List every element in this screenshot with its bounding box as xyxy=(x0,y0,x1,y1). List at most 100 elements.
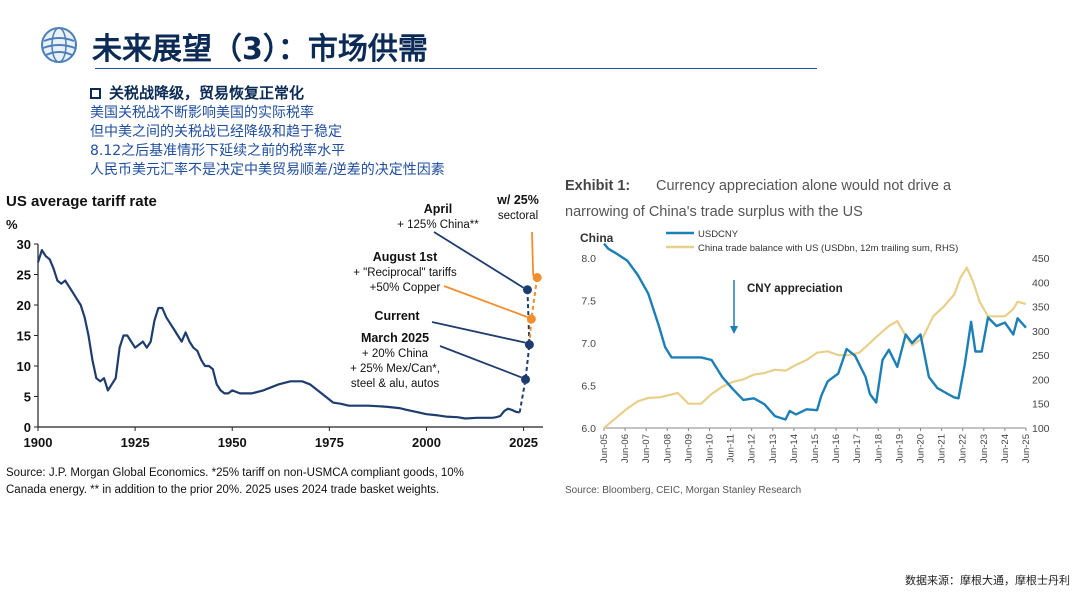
cny-x-tick-label: Jun-19 xyxy=(894,434,905,463)
cny-x-tick-label: Jun-24 xyxy=(1000,434,1011,463)
tariff-x-tick-label: 1975 xyxy=(315,435,344,450)
cny-y-left-tick: 6.5 xyxy=(581,381,596,393)
tariff-y-tick-label: 10 xyxy=(17,359,31,374)
tariff-x-tick-label: 2025 xyxy=(509,435,538,450)
cny-x-tick-label: Jun-05 xyxy=(599,434,610,463)
cny-chart-svg: Exhibit 1: Currency appreciation alone w… xyxy=(565,178,1050,496)
globe-logo-icon xyxy=(41,27,77,63)
tariff-projection-point xyxy=(532,273,542,283)
tariff-annotation-arrow xyxy=(433,231,524,289)
tariff-y-tick-label: 20 xyxy=(17,298,31,313)
trade-balance-line xyxy=(603,266,1027,429)
tariff-footnote-line: Source: J.P. Morgan Global Economics. *2… xyxy=(6,467,464,479)
cny-source: Source: Bloomberg, CEIC, Morgan Stanley … xyxy=(565,485,801,496)
exhibit-label: Exhibit 1: xyxy=(565,178,630,194)
tariff-annotation-text: + 20% China xyxy=(362,348,429,360)
bullet-line: 人民币美元汇率不是决定中美贸易顺差/逆差的决定性因素 xyxy=(90,162,445,178)
tariff-y-tick-label: 15 xyxy=(17,329,31,344)
tariff-annotation-text: + "Reciprocal" tariffs xyxy=(353,267,457,279)
usdcny-line xyxy=(603,242,1027,421)
tariff-chart-svg: US average tariff rate % 051015202530190… xyxy=(6,193,543,496)
cny-y-right-tick: 400 xyxy=(1032,277,1050,289)
cny-x-tick-label: Jun-16 xyxy=(831,434,842,463)
tariff-projection-dashed-orange xyxy=(528,277,539,345)
cny-x-tick-label: Jun-20 xyxy=(916,434,927,463)
tariff-annotation-text: March 2025 xyxy=(361,331,429,345)
cny-y-left-tick: 7.5 xyxy=(581,296,596,308)
bullet-line: 8.12之后基准情形下延续之前的税率水平 xyxy=(90,143,346,159)
tariff-projection-point xyxy=(524,340,534,350)
cny-x-tick-label: Jun-06 xyxy=(620,434,631,463)
tariff-annotation-text: August 1st xyxy=(373,250,438,264)
cny-x-tick-label: Jun-18 xyxy=(873,434,884,463)
exhibit-title-line: narrowing of China's trade surplus with … xyxy=(565,204,863,220)
cny-trade-chart: Exhibit 1: Currency appreciation alone w… xyxy=(560,170,1080,500)
cny-annotation: CNY appreciation xyxy=(747,283,843,295)
tariff-annotation-text: w/ 25% xyxy=(496,193,539,207)
legend-usdcny-label: USDCNY xyxy=(698,229,739,240)
cny-y-right-tick: 150 xyxy=(1032,399,1050,411)
page-title: 未来展望（3）：市场供需 xyxy=(92,32,428,67)
cny-x-tick-label: Jun-13 xyxy=(768,434,779,463)
tariff-y-tick-label: 25 xyxy=(17,268,31,283)
tariff-x-tick-label: 1900 xyxy=(24,435,53,450)
title-divider xyxy=(95,68,817,69)
cny-x-tick-label: Jun-07 xyxy=(641,434,652,463)
tariff-annotation-arrow xyxy=(443,285,528,318)
tariff-annotation-text: April xyxy=(424,202,452,216)
tariff-footnote-line: Canada energy. ** in addition to the pri… xyxy=(6,484,439,496)
bullet-line: 美国关税战不断影响美国的实际税率 xyxy=(90,105,314,121)
panel-label: China xyxy=(580,231,614,245)
tariff-y-tick-label: 30 xyxy=(17,237,31,252)
tariff-x-tick-label: 1950 xyxy=(218,435,247,450)
cny-x-tick-label: Jun-22 xyxy=(958,434,969,463)
cny-x-tick-label: Jun-08 xyxy=(662,434,673,463)
tariff-x-tick-label: 1925 xyxy=(121,435,150,450)
tariff-y-tick-label: 5 xyxy=(24,390,31,405)
data-source-note: 数据来源：摩根大通，摩根士丹利 xyxy=(905,574,1070,587)
tariff-projection-dashed-navy xyxy=(518,289,531,413)
bullet-lines: 美国关税战不断影响美国的实际税率 但中美之间的关税战已经降级和趋于稳定 8.12… xyxy=(90,104,445,180)
tariff-projection-point xyxy=(526,314,536,324)
legend-trade-label: China trade balance with US (USDbn, 12m … xyxy=(698,243,958,254)
square-bullet-icon xyxy=(90,88,101,99)
cny-x-tick-label: Jun-14 xyxy=(789,434,800,463)
exhibit-title-line: Currency appreciation alone would not dr… xyxy=(656,178,952,194)
title-bar: 未来展望（3）：市场供需 xyxy=(40,22,820,72)
cny-x-tick-label: Jun-21 xyxy=(937,434,948,463)
tariff-projection-point xyxy=(521,374,531,384)
cny-y-left-tick: 6.0 xyxy=(581,423,596,435)
cny-x-tick-label: Jun-15 xyxy=(810,434,821,463)
tariff-history-line xyxy=(36,249,520,420)
tariff-x-tick-label: 2000 xyxy=(412,435,441,450)
cny-y-right-tick: 200 xyxy=(1032,374,1050,386)
cny-x-tick-label: Jun-11 xyxy=(726,434,737,462)
tariff-projection-point xyxy=(522,285,532,295)
cny-y-right-tick: 100 xyxy=(1032,423,1050,435)
tariff-annotation-text: + 125% China** xyxy=(397,219,479,231)
bullet-line: 但中美之间的关税战已经降级和趋于稳定 xyxy=(90,124,342,140)
tariff-annotation-text: +50% Copper xyxy=(370,282,441,294)
bullet-heading: 关税战降级，贸易恢复正常化 xyxy=(90,82,304,103)
cny-y-right-tick: 300 xyxy=(1032,326,1050,338)
tariff-annotation-text: Current xyxy=(374,309,420,323)
tariff-chart-title: US average tariff rate xyxy=(6,193,157,210)
cny-y-right-tick: 450 xyxy=(1032,253,1050,265)
tariff-annotation-arrow xyxy=(531,231,535,276)
tariff-y-tick-label: 0 xyxy=(24,420,31,435)
tariff-annotation-text: sectoral xyxy=(498,210,538,222)
cny-y-right-tick: 350 xyxy=(1032,302,1050,314)
cny-x-tick-label: Jun-25 xyxy=(1021,434,1032,463)
cny-x-tick-label: Jun-09 xyxy=(683,434,694,463)
tariff-annotation-arrow xyxy=(431,321,526,344)
tariff-y-unit: % xyxy=(6,217,18,232)
cny-y-left-tick: 7.0 xyxy=(581,338,596,350)
cny-x-tick-label: Jun-10 xyxy=(705,434,716,463)
cny-x-tick-label: Jun-12 xyxy=(747,434,758,463)
cny-y-left-tick: 8.0 xyxy=(581,253,596,265)
cny-x-tick-label: Jun-17 xyxy=(852,434,863,463)
tariff-chart: US average tariff rate % 0 5 10 15 20 25 30 190… xyxy=(0,186,560,501)
cny-y-right-tick: 250 xyxy=(1032,350,1050,362)
tariff-annotation-text: + 25% Mex/Can*, xyxy=(350,363,440,375)
bullet-heading-text: 关税战降级，贸易恢复正常化 xyxy=(109,84,305,102)
